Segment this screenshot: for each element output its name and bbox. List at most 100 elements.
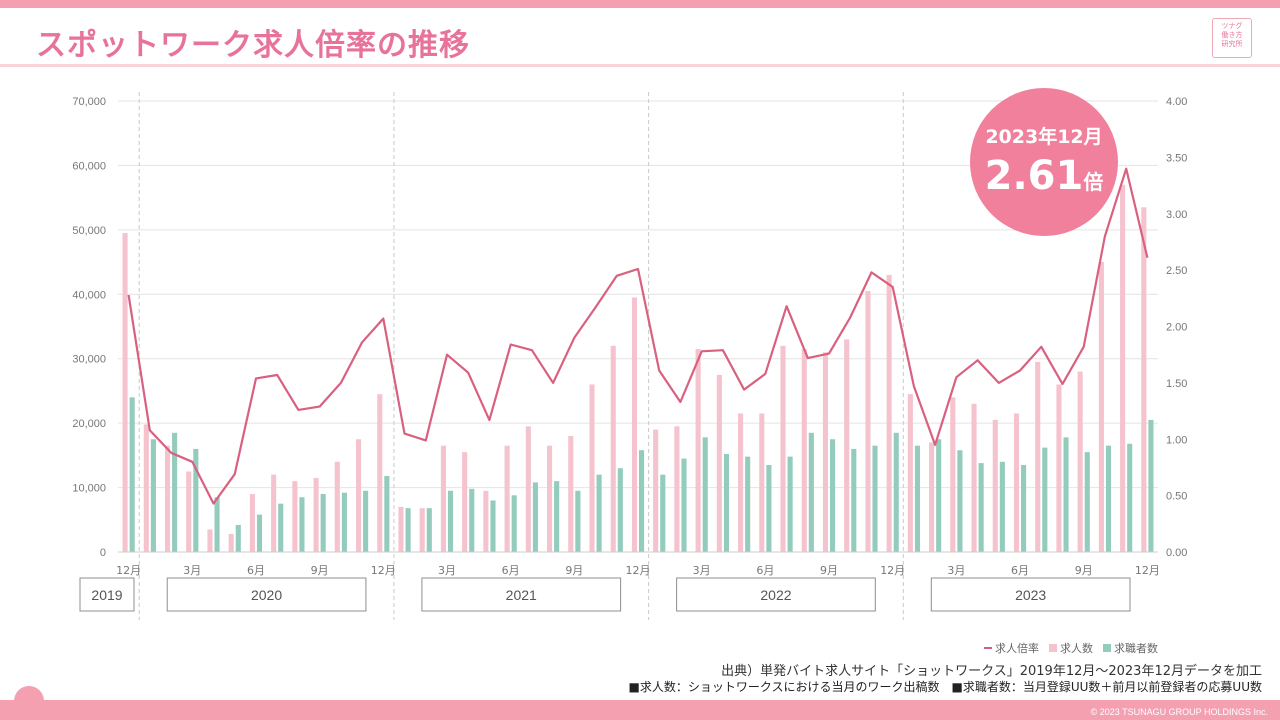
y-right-tick-label: 1.00 xyxy=(1166,434,1187,446)
bar-seekers xyxy=(830,439,836,552)
bar-seekers xyxy=(469,488,475,552)
x-tick-label: 12月 xyxy=(880,564,905,577)
callout-month: 12 xyxy=(1057,126,1084,148)
legend-swatch xyxy=(1049,644,1057,652)
bar-jobs xyxy=(674,426,680,552)
bar-jobs xyxy=(653,429,659,552)
year-box xyxy=(930,577,1131,612)
y-left-tick-label: 40,000 xyxy=(72,289,106,301)
bar-jobs xyxy=(1013,413,1020,552)
definition-notes: ■求人数：ショットワークスにおける当月のワーク出稿数 ■求職者数：当月登録UU数… xyxy=(629,678,1262,695)
bar-jobs xyxy=(1120,184,1126,552)
logo-line: 研究所 xyxy=(1221,40,1243,48)
bar-jobs xyxy=(780,345,786,552)
logo-line: 働き方 xyxy=(1221,31,1243,39)
title-divider xyxy=(0,64,1280,67)
bar-seekers xyxy=(405,508,411,552)
bar-jobs xyxy=(547,445,553,552)
bar-seekers xyxy=(341,492,347,552)
bar-seekers xyxy=(256,514,263,552)
bar-jobs xyxy=(462,452,468,552)
bar-jobs xyxy=(631,297,637,552)
bar-seekers xyxy=(150,439,156,552)
note-seekers: ■求職者数：当月登録UU数＋前月以前登録者の応募UU数 xyxy=(951,680,1262,694)
year-label: 2019 xyxy=(91,587,122,603)
bar-jobs xyxy=(738,413,744,552)
bar-seekers xyxy=(426,508,432,552)
year-box xyxy=(421,577,622,612)
y-right-tick-label: 1.50 xyxy=(1166,378,1187,390)
x-tick-label: 9月 xyxy=(565,564,583,577)
bar-jobs xyxy=(886,274,892,552)
y-right-tick-label: 2.00 xyxy=(1166,322,1187,334)
x-tick-label: 3月 xyxy=(183,564,201,577)
bottom-accent-bar: © 2023 TSUNAGU GROUP HOLDINGS Inc. xyxy=(0,700,1280,720)
year-label: 2021 xyxy=(506,587,537,603)
y-left-tick-label: 60,000 xyxy=(72,160,106,172)
bar-seekers xyxy=(193,448,199,552)
bar-seekers xyxy=(511,495,517,552)
bar-seekers xyxy=(639,450,645,552)
bar-jobs xyxy=(483,490,489,552)
x-tick-label: 6月 xyxy=(247,564,265,577)
bar-seekers xyxy=(872,445,878,552)
bar-jobs xyxy=(801,349,807,552)
bar-seekers xyxy=(172,432,178,552)
source-note: 出典）単発バイト求人サイト「ショットワークス」2019年12月～2023年12月… xyxy=(721,664,1262,679)
bar-seekers xyxy=(278,503,284,552)
bar-jobs xyxy=(992,419,998,552)
bar-seekers xyxy=(808,432,814,552)
y-right-tick-label: 3.50 xyxy=(1166,152,1187,164)
bar-jobs xyxy=(1141,207,1147,553)
latest-ratio-callout: 2023年12月 2.61倍 xyxy=(970,88,1118,236)
bar-jobs xyxy=(419,508,425,552)
bar-jobs xyxy=(334,461,340,552)
bar-seekers xyxy=(723,454,729,552)
bar-jobs xyxy=(228,533,234,552)
bar-seekers xyxy=(702,437,708,552)
y-right-tick-label: 0.00 xyxy=(1166,547,1187,559)
bar-seekers xyxy=(1063,437,1069,552)
x-tick-label: 9月 xyxy=(1075,564,1093,577)
top-accent-bar xyxy=(0,0,1280,8)
year-box xyxy=(166,577,367,612)
bar-seekers xyxy=(554,481,560,552)
y-right-tick-label: 2.50 xyxy=(1166,265,1187,277)
bar-seekers xyxy=(575,490,581,552)
x-tick-label: 3月 xyxy=(947,564,965,577)
year-box xyxy=(676,577,876,612)
callout-value: 2.61倍 xyxy=(970,153,1118,199)
x-tick-label: 6月 xyxy=(1011,564,1029,577)
bar-jobs xyxy=(844,339,850,552)
bar-seekers xyxy=(745,456,751,552)
bar-seekers xyxy=(1148,419,1154,552)
x-tick-label: 6月 xyxy=(502,564,520,577)
copyright: © 2023 TSUNAGU GROUP HOLDINGS Inc. xyxy=(1090,707,1268,717)
y-left-tick-label: 10,000 xyxy=(72,483,106,495)
bar-jobs xyxy=(716,374,722,552)
bar-seekers xyxy=(1021,465,1027,552)
year-box xyxy=(79,577,135,612)
legend-label: 求人数 xyxy=(1060,642,1093,655)
bar-seekers xyxy=(490,500,496,552)
y-left-tick-label: 0 xyxy=(100,547,106,559)
bar-jobs xyxy=(249,494,255,552)
callout-number: 2.61 xyxy=(984,153,1084,199)
bar-seekers xyxy=(787,456,793,552)
x-tick-label: 9月 xyxy=(311,564,329,577)
year-label: 2023 xyxy=(1015,587,1046,603)
year-label: 2020 xyxy=(251,587,282,603)
callout-unit: 倍 xyxy=(1083,170,1104,194)
bar-seekers xyxy=(1105,445,1112,552)
callout-month-suffix: 月 xyxy=(1083,126,1103,148)
bar-seekers xyxy=(936,439,942,552)
y-right-tick-label: 3.00 xyxy=(1166,209,1187,221)
bar-jobs xyxy=(1035,361,1041,552)
bar-seekers xyxy=(214,497,220,552)
legend-item-jobs: 求人数 xyxy=(1049,640,1093,656)
bar-jobs xyxy=(695,349,701,552)
bar-seekers xyxy=(363,490,369,552)
bar-jobs xyxy=(313,477,319,552)
bar-seekers xyxy=(681,458,687,552)
